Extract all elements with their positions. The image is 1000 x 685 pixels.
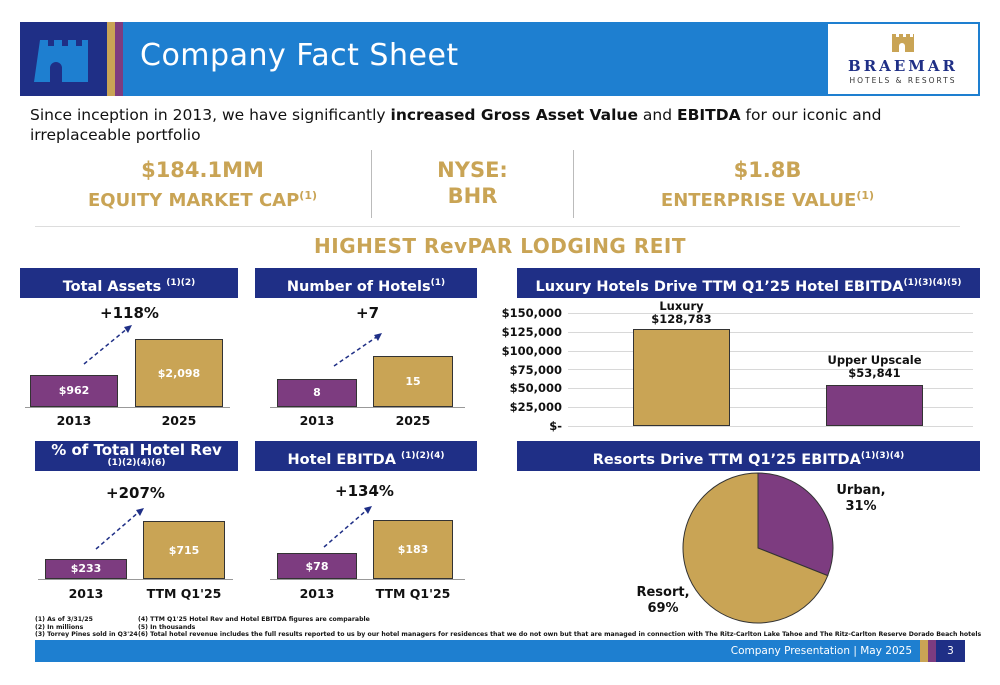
- logo-subtitle: HOTELS & RESORTS: [849, 76, 957, 85]
- pie-slice-resort: [682, 472, 829, 624]
- gridline: [568, 313, 973, 314]
- gridline: [568, 388, 973, 389]
- panel-header-ebitda: Hotel EBITDA (1)(2)(4): [255, 441, 477, 471]
- header-logo-block: [20, 22, 107, 96]
- ev-value: $1.8B: [733, 158, 802, 182]
- category-label: 2013: [56, 413, 92, 428]
- bar-luxury: [633, 328, 730, 426]
- growth-label: +118%: [100, 304, 159, 322]
- data-label-luxury: Luxury $128,783: [651, 299, 712, 326]
- pie-label-resort: Resort, 69%: [636, 585, 690, 616]
- category-label: 2013: [299, 586, 335, 601]
- logo-castle-icon: [892, 34, 914, 52]
- stat-ticker: NYSE: BHR: [375, 157, 570, 209]
- divider: [371, 150, 372, 218]
- gridline: [568, 351, 973, 352]
- market-cap-label: EQUITY MARKET CAP: [87, 190, 300, 211]
- y-tick-label: $150,000: [501, 306, 562, 320]
- highlight-heading: HIGHEST RevPAR LODGING REIT: [314, 234, 686, 258]
- bar-2013: [277, 379, 357, 407]
- category-label: 2025: [161, 413, 197, 428]
- page-title: Company Fact Sheet: [140, 38, 459, 73]
- footer-gold-band: [920, 640, 928, 662]
- bar-ttm: [143, 521, 225, 579]
- panel-header-resorts: Resorts Drive TTM Q1’25 EBITDA(1)(3)(4): [517, 441, 980, 471]
- market-cap-value: $184.1MM: [141, 158, 264, 182]
- stat-enterprise-value: $1.8B ENTERPRISE VALUE(1): [590, 157, 945, 214]
- bar-value-label: $962: [58, 384, 90, 397]
- bar-value-label: 8: [313, 386, 321, 399]
- category-label: TTM Q1'25: [146, 586, 222, 601]
- data-label-upper-upscale: Upper Upscale $53,841: [827, 353, 922, 380]
- bar-2013: [277, 553, 357, 579]
- bar-value-label: $715: [168, 544, 200, 557]
- page-number: 3: [947, 645, 954, 657]
- footer-bar: [35, 640, 920, 662]
- y-tick-label: $50,000: [509, 381, 562, 395]
- axis-line: [38, 579, 233, 580]
- bar-upper-upscale: [826, 385, 923, 426]
- resort-pie-chart: [682, 472, 834, 624]
- arrow-icon: [83, 325, 132, 365]
- y-tick-label: $25,000: [509, 400, 562, 414]
- axis-line: [270, 579, 465, 580]
- ev-label: ENTERPRISE VALUE: [660, 190, 857, 211]
- footer-text: Company Presentation | May 2025: [730, 645, 912, 657]
- growth-label: +134%: [335, 482, 394, 500]
- gridline: [568, 369, 973, 370]
- castle-icon: [34, 40, 88, 82]
- y-tick-label: $100,000: [501, 344, 562, 358]
- bar-value-label: $78: [305, 560, 329, 573]
- footnotes-col2: (4) TTM Q1'25 Hotel Rev and Hotel EBITDA…: [138, 616, 982, 638]
- footer-page-box: [936, 640, 965, 662]
- logo-name: BRAEMAR: [848, 57, 958, 75]
- y-tick-label: $75,000: [509, 363, 562, 377]
- category-label: TTM Q1'25: [375, 586, 451, 601]
- category-label: 2013: [299, 413, 335, 428]
- growth-label: +7: [356, 304, 380, 322]
- panel-header-hotels: Number of Hotels(1): [255, 268, 477, 298]
- header-bar: [123, 22, 826, 96]
- panel-header-hotel-rev: % of Total Hotel Rev (1)(2)(4)(6): [35, 441, 238, 471]
- arrow-icon: [333, 333, 382, 367]
- growth-label: +207%: [106, 484, 165, 502]
- bar-2025: [373, 356, 453, 407]
- divider: [35, 226, 960, 227]
- arrow-icon: [323, 506, 372, 548]
- bar-value-label: $183: [397, 543, 429, 556]
- bar-value-label: 15: [405, 375, 421, 388]
- bar-2013: [30, 375, 118, 407]
- panel-header-luxury: Luxury Hotels Drive TTM Q1’25 Hotel EBIT…: [517, 268, 980, 298]
- header-purple-band: [115, 22, 123, 96]
- header-gold-band: [107, 22, 115, 96]
- axis-line: [270, 407, 465, 408]
- gridline: [568, 332, 973, 333]
- ticker-symbol: BHR: [447, 184, 498, 208]
- stat-market-cap: $184.1MM EQUITY MARKET CAP(1): [40, 157, 365, 214]
- footnotes-col1: (1) As of 3/31/25 (2) In millions (3) Torr…: [35, 616, 138, 638]
- ticker-exchange: NYSE:: [437, 158, 508, 182]
- category-label: 2013: [68, 586, 104, 601]
- divider: [573, 150, 574, 218]
- arrow-icon: [95, 508, 144, 550]
- y-tick-label: $-: [549, 419, 562, 433]
- intro-text: Since inception in 2013, we have signifi…: [30, 106, 882, 144]
- footer-purple-band: [928, 640, 936, 662]
- pie-label-urban: Urban, 31%: [836, 483, 886, 514]
- gridline: [568, 407, 973, 408]
- axis-line: [25, 407, 230, 408]
- bar-ttm: [373, 520, 453, 579]
- y-tick-label: $125,000: [501, 325, 562, 339]
- gridline: [568, 426, 973, 427]
- bar-value-label: $233: [70, 562, 102, 575]
- bar-2025: [135, 339, 223, 407]
- bar-2013: [45, 559, 127, 579]
- pie-slice-urban: [757, 472, 834, 577]
- bar-value-label: $2,098: [157, 367, 201, 380]
- category-label: 2025: [395, 413, 431, 428]
- panel-header-total-assets: Total Assets (1)(2): [20, 268, 238, 298]
